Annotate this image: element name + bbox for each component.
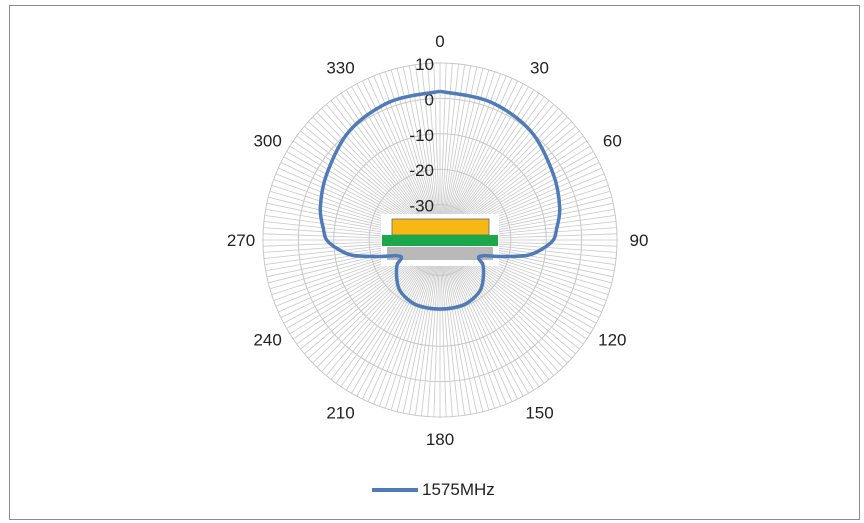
grid-spoke (439, 239, 518, 400)
radial-tick-labels: 10 0 -10 -20 -30 (409, 55, 434, 216)
grid-spoke (439, 239, 496, 409)
radial-tick-label: -30 (409, 197, 434, 216)
board-green (382, 235, 498, 246)
grid-spoke (356, 83, 441, 241)
angle-tick-label: 0 (435, 32, 444, 51)
grid-spoke (439, 239, 453, 417)
radial-tick-label: -20 (409, 161, 434, 180)
grid-spoke (384, 239, 441, 409)
series-line-1575mhz (318, 89, 562, 311)
angle-tick-label: 90 (630, 231, 649, 250)
grid-spoke (439, 239, 478, 414)
grid-spoke (439, 239, 466, 416)
chart-border (9, 5, 860, 520)
grid-spoke (373, 239, 441, 405)
grid-spoke (356, 239, 441, 397)
radial-tick-label: 0 (425, 90, 434, 109)
grid-spoke (439, 239, 472, 415)
angle-tick-label: 120 (598, 331, 626, 350)
grid-spoke (390, 239, 441, 411)
angle-tick-label: 330 (326, 59, 354, 78)
angle-tick-label: 240 (253, 331, 281, 350)
antenna-stack-icon (381, 214, 499, 266)
board-gray (387, 247, 493, 260)
grid-spoke (439, 239, 459, 417)
board-gold (391, 218, 490, 236)
series-layer (318, 89, 562, 311)
grid-spoke (439, 83, 524, 241)
angle-tick-label: 30 (530, 59, 549, 78)
grid-spoke (362, 239, 441, 400)
grid-spoke (439, 239, 524, 397)
grid-spoke (439, 239, 447, 417)
grid-spoke (379, 239, 441, 407)
angle-tick-label: 150 (525, 403, 553, 422)
grid-spoke (414, 239, 441, 416)
legend-label: 1575MHz (422, 480, 495, 499)
grid-spoke (439, 239, 513, 402)
grid-spoke (439, 239, 490, 411)
grid-spoke (408, 239, 441, 415)
legend: 1575MHz (372, 478, 495, 502)
grid-spoke (439, 239, 501, 407)
angle-tick-label: 60 (603, 132, 622, 151)
angle-tick-label: 300 (253, 132, 281, 151)
grid-spoke (396, 239, 441, 412)
legend-swatch (372, 488, 418, 492)
angle-tick-labels: 0 30 60 90 120 150 180 210 240 270 300 330 (227, 32, 649, 449)
grid-spoke (402, 239, 441, 414)
grid-spoke (367, 239, 441, 402)
grid-spoke (427, 239, 441, 417)
radial-tick-label: 10 (415, 55, 434, 74)
radial-tick-label: -10 (409, 126, 434, 145)
grid-spoke (439, 239, 484, 412)
grid-spoke (439, 239, 507, 405)
angle-tick-label: 180 (426, 430, 454, 449)
grid-spoke (433, 239, 441, 417)
angle-tick-label: 270 (227, 231, 255, 250)
angle-tick-label: 210 (326, 403, 354, 422)
grid-spoke (421, 239, 441, 417)
